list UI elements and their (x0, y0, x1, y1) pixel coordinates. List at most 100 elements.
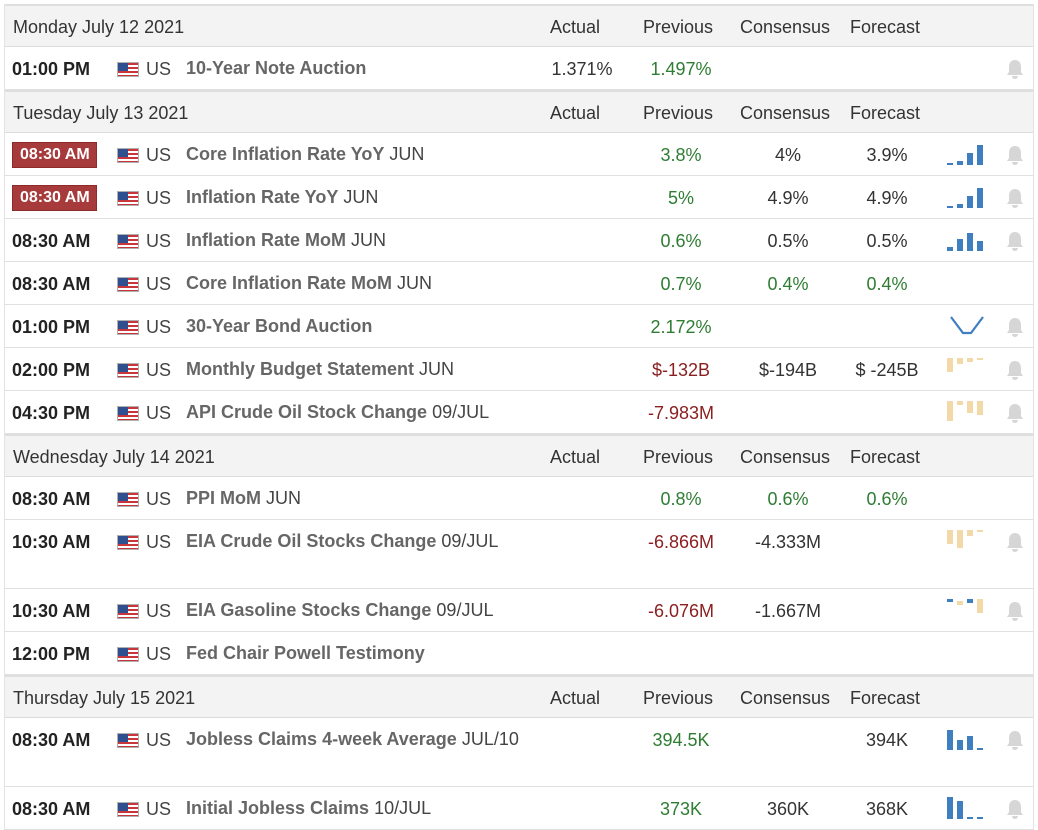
us-flag-icon (117, 62, 139, 77)
event-name-link[interactable]: API Crude Oil Stock Change (186, 402, 428, 422)
event-row[interactable]: 08:30 AM US PPI MoM JUN 0.8% 0.6% 0.6% (5, 477, 1033, 520)
sparkline-bar (967, 233, 973, 251)
event-consensus: -4.333M (754, 532, 822, 552)
event-country: US (146, 360, 172, 380)
bell-icon[interactable] (1005, 58, 1025, 80)
event-time: 12:00 PM (12, 644, 91, 664)
column-header-previous: Previous (643, 17, 714, 37)
event-time: 08:30 AM (12, 185, 97, 211)
event-consensus: $-194B (758, 360, 818, 380)
event-name-link[interactable]: Inflation Rate MoM (186, 230, 346, 250)
event-row[interactable]: 10:30 AM US EIA Crude Oil Stocks Change 09… (5, 520, 1033, 589)
event-previous: 5% (667, 188, 694, 208)
sparkline-bar (977, 530, 983, 532)
event-name-link[interactable]: 10-Year Note Auction (186, 58, 367, 78)
us-flag-icon (117, 604, 139, 619)
event-name-link[interactable]: Core Inflation Rate MoM (186, 273, 392, 293)
column-header-actual: Actual (550, 17, 601, 37)
sparkline-bar (957, 601, 963, 605)
event-name-link[interactable]: PPI MoM (186, 488, 261, 508)
bell-icon[interactable] (1005, 402, 1025, 424)
event-country: US (146, 532, 172, 552)
sparkline-bar (947, 797, 953, 819)
event-row[interactable]: 08:30 AM US Core Inflation Rate MoM JUN 0.7… (5, 262, 1033, 305)
event-country: US (146, 601, 172, 621)
bell-icon[interactable] (1005, 359, 1025, 381)
column-header-consensus: Consensus (740, 103, 831, 123)
event-reference: 09/JUL (436, 600, 494, 620)
event-country: US (146, 188, 172, 208)
event-name-link[interactable]: Jobless Claims 4-week Average (186, 729, 457, 749)
event-name-link[interactable]: Fed Chair Powell Testimony (186, 643, 425, 663)
event-title[interactable]: EIA Crude Oil Stocks Change 09/JUL (186, 528, 526, 555)
event-title[interactable]: Inflation Rate MoM JUN (186, 227, 526, 254)
event-name-link[interactable]: EIA Gasoline Stocks Change (186, 600, 432, 620)
bell-icon[interactable] (1005, 144, 1025, 166)
event-row[interactable]: 08:30 AM US Core Inflation Rate YoY JUN 3.8… (5, 133, 1033, 176)
event-row[interactable]: 04:30 PM US API Crude Oil Stock Change 09/… (5, 391, 1033, 434)
event-time: 08:30 AM (12, 142, 97, 168)
event-time: 08:30 AM (12, 274, 91, 294)
event-title[interactable]: Fed Chair Powell Testimony (186, 640, 526, 667)
event-name-link[interactable]: Initial Jobless Claims (186, 798, 370, 818)
event-previous: -6.866M (647, 532, 715, 552)
event-title[interactable]: Initial Jobless Claims 10/JUL (186, 795, 526, 822)
bell-icon[interactable] (1005, 729, 1025, 751)
event-row[interactable]: 08:30 AM US Jobless Claims 4-week Average … (5, 718, 1033, 787)
sparkline-bar (967, 153, 973, 165)
sparkline-line (950, 316, 984, 335)
event-country: US (146, 403, 172, 423)
event-name-link[interactable]: Inflation Rate YoY (186, 187, 339, 207)
event-name-link[interactable]: Core Inflation Rate YoY (186, 144, 385, 164)
event-row[interactable]: 01:00 PM US 10-Year Note Auction 1.371% 1.49… (5, 47, 1033, 90)
us-flag-icon (117, 320, 139, 335)
event-title[interactable]: Core Inflation Rate MoM JUN (186, 270, 526, 297)
event-forecast: 0.4% (866, 274, 908, 294)
event-title[interactable]: 10-Year Note Auction (186, 55, 526, 82)
event-name-link[interactable]: Monthly Budget Statement (186, 359, 414, 379)
event-title[interactable]: Jobless Claims 4-week Average JUL/10 (186, 726, 526, 753)
column-header-previous: Previous (643, 103, 714, 123)
event-title[interactable]: PPI MoM JUN (186, 485, 526, 512)
column-header-actual: Actual (550, 103, 601, 123)
event-name-link[interactable]: 30-Year Bond Auction (186, 316, 373, 336)
event-title[interactable]: EIA Gasoline Stocks Change 09/JUL (186, 597, 526, 624)
bell-icon[interactable] (1005, 230, 1025, 252)
event-row[interactable]: 02:00 PM US Monthly Budget Statement JUN $-… (5, 348, 1033, 391)
column-header-forecast: Forecast (850, 447, 921, 467)
event-row[interactable]: 08:30 AM US Inflation Rate MoM JUN 0.6% 0.5%… (5, 219, 1033, 262)
event-title[interactable]: API Crude Oil Stock Change 09/JUL (186, 399, 526, 426)
event-row[interactable]: 10:30 AM US EIA Gasoline Stocks Change 09/… (5, 589, 1033, 632)
event-time: 02:00 PM (12, 360, 91, 380)
sparkline-bar (947, 730, 953, 750)
event-row[interactable]: 12:00 PM US Fed Chair Powell Testimony (5, 632, 1033, 675)
event-consensus: 4.9% (767, 188, 809, 208)
sparkline-bar (967, 530, 973, 536)
bell-icon[interactable] (1005, 600, 1025, 622)
sparkline-bar (977, 599, 983, 613)
event-country: US (146, 145, 172, 165)
sparkline-bar (977, 817, 983, 819)
event-time: 08:30 AM (12, 231, 91, 251)
event-name-link[interactable]: EIA Crude Oil Stocks Change (186, 531, 437, 551)
event-title[interactable]: Core Inflation Rate YoY JUN (186, 141, 526, 168)
event-title[interactable]: 30-Year Bond Auction (186, 313, 526, 340)
bell-icon[interactable] (1005, 531, 1025, 553)
bell-icon[interactable] (1005, 798, 1025, 820)
bell-icon[interactable] (1005, 316, 1025, 338)
event-forecast: 4.9% (866, 188, 908, 208)
column-header-previous: Previous (643, 688, 714, 708)
us-flag-icon (117, 535, 139, 550)
event-row[interactable]: 01:00 PM US 30-Year Bond Auction 2.172% (5, 305, 1033, 348)
event-row[interactable]: 08:30 AM US Inflation Rate YoY JUN 5% 4.9% 4.… (5, 176, 1033, 219)
bell-icon[interactable] (1005, 187, 1025, 209)
event-row[interactable]: 08:30 AM US Initial Jobless Claims 10/JUL 3… (5, 787, 1033, 830)
event-previous: 2.172% (650, 317, 712, 337)
event-title[interactable]: Monthly Budget Statement JUN (186, 356, 526, 383)
event-consensus: 0.4% (767, 274, 809, 294)
day-date: Tuesday July 13 2021 (13, 103, 189, 123)
sparkline-icon (947, 401, 983, 421)
sparkline-icon (947, 145, 983, 165)
event-time: 08:30 AM (12, 489, 91, 509)
event-title[interactable]: Inflation Rate YoY JUN (186, 184, 526, 211)
